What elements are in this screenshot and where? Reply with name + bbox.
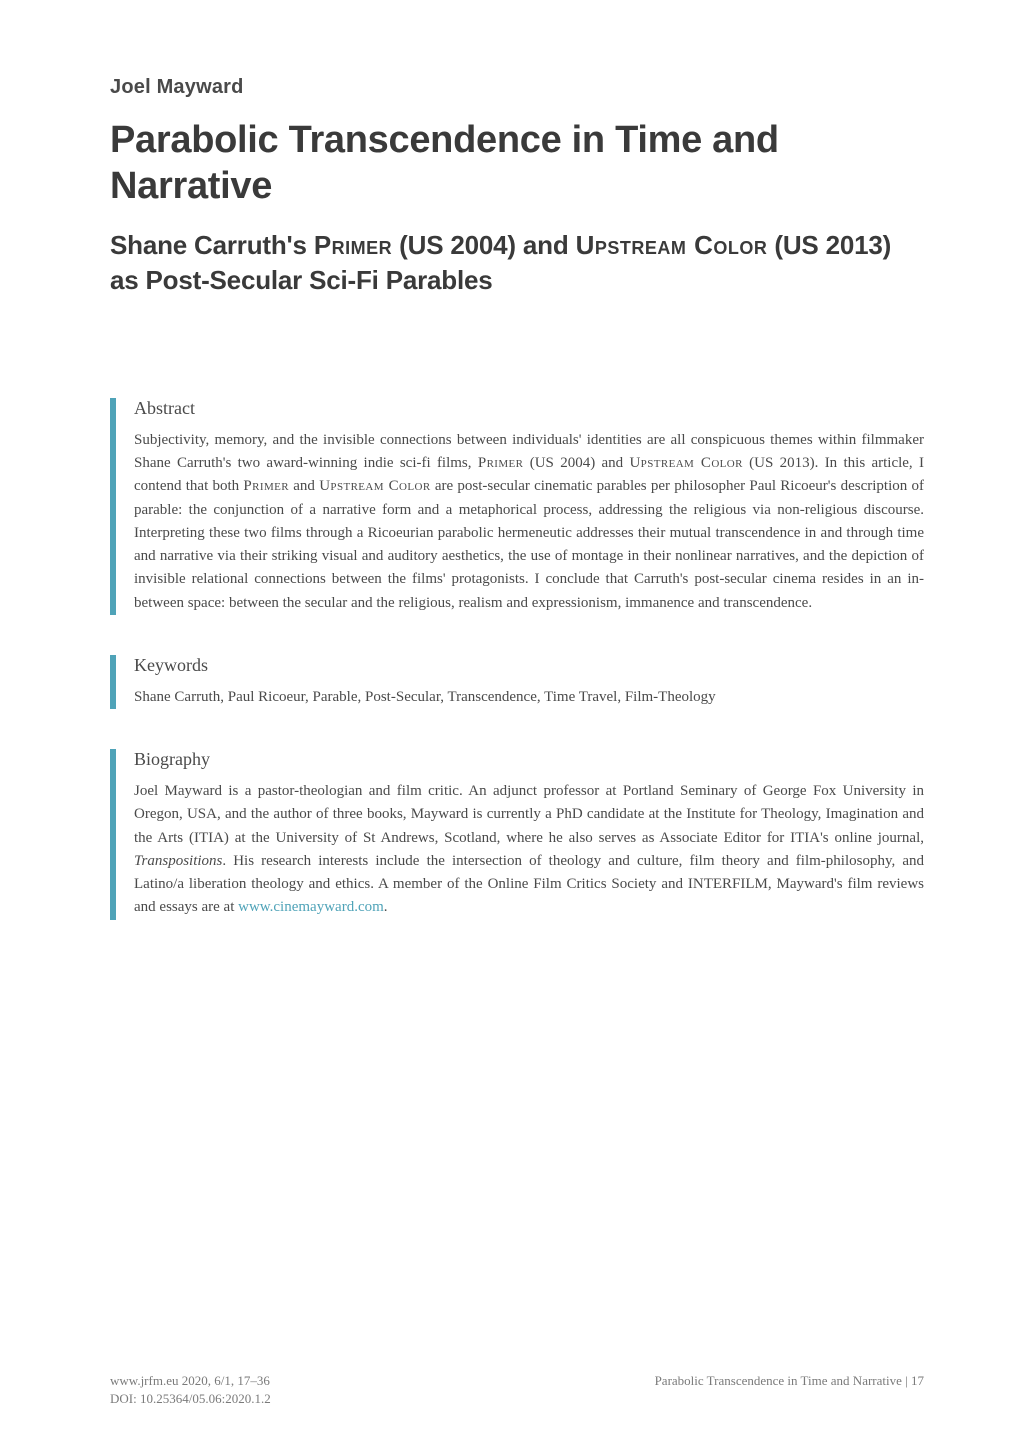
footer-running-title: Parabolic Transcendence in Time and Narr… [655, 1373, 924, 1388]
footer-journal-info: www.jrfm.eu 2020, 6/1, 17–36 [110, 1373, 270, 1388]
abstract-text: (US 2004) and [523, 455, 629, 471]
abstract-text: are post-secular cinematic parables per … [134, 478, 924, 610]
author-name: Joel Mayward [110, 76, 924, 99]
abstract-heading: Abstract [134, 398, 924, 419]
keywords-heading: Keywords [134, 655, 924, 676]
footer-doi: DOI: 10.25364/05.06:2020.1.2 [110, 1391, 271, 1407]
footer-left: www.jrfm.eu 2020, 6/1, 17–36 DOI: 10.253… [110, 1373, 271, 1407]
biography-section: Biography Joel Mayward is a pastor-theol… [110, 749, 924, 920]
keywords-section: Keywords Shane Carruth, Paul Ricoeur, Pa… [110, 655, 924, 709]
abstract-text: and [289, 478, 319, 494]
footer-right: Parabolic Transcendence in Time and Narr… [655, 1373, 924, 1407]
article-subtitle: Shane Carruth's Primer (US 2004) and Ups… [110, 228, 924, 298]
bio-text: . [384, 899, 388, 915]
page-footer: www.jrfm.eu 2020, 6/1, 17–36 DOI: 10.253… [110, 1373, 924, 1407]
abstract-sc1: Primer [478, 455, 524, 471]
biography-heading: Biography [134, 749, 924, 770]
subtitle-smallcaps-1: Primer [314, 230, 392, 260]
biography-body: Joel Mayward is a pastor-theologian and … [134, 780, 924, 920]
subtitle-text-mid1: (US 2004) and [392, 230, 575, 260]
bio-emphasis: Transpositions [134, 853, 222, 869]
bio-text: Joel Mayward is a pastor-theologian and … [134, 783, 924, 846]
abstract-sc3: Primer [243, 478, 289, 494]
abstract-section: Abstract Subjectivity, memory, and the i… [110, 398, 924, 615]
subtitle-text-pre: Shane Carruth's [110, 230, 314, 260]
subtitle-smallcaps-2: Upstream Color [576, 230, 768, 260]
abstract-body: Subjectivity, memory, and the invisible … [134, 429, 924, 615]
article-title: Parabolic Transcendence in Time and Narr… [110, 117, 924, 210]
abstract-sc4: Upstream Color [319, 478, 430, 494]
abstract-sc2: Upstream Color [629, 455, 742, 471]
keywords-body: Shane Carruth, Paul Ricoeur, Parable, Po… [134, 686, 924, 709]
bio-link[interactable]: www.cinemayward.com [238, 899, 384, 915]
